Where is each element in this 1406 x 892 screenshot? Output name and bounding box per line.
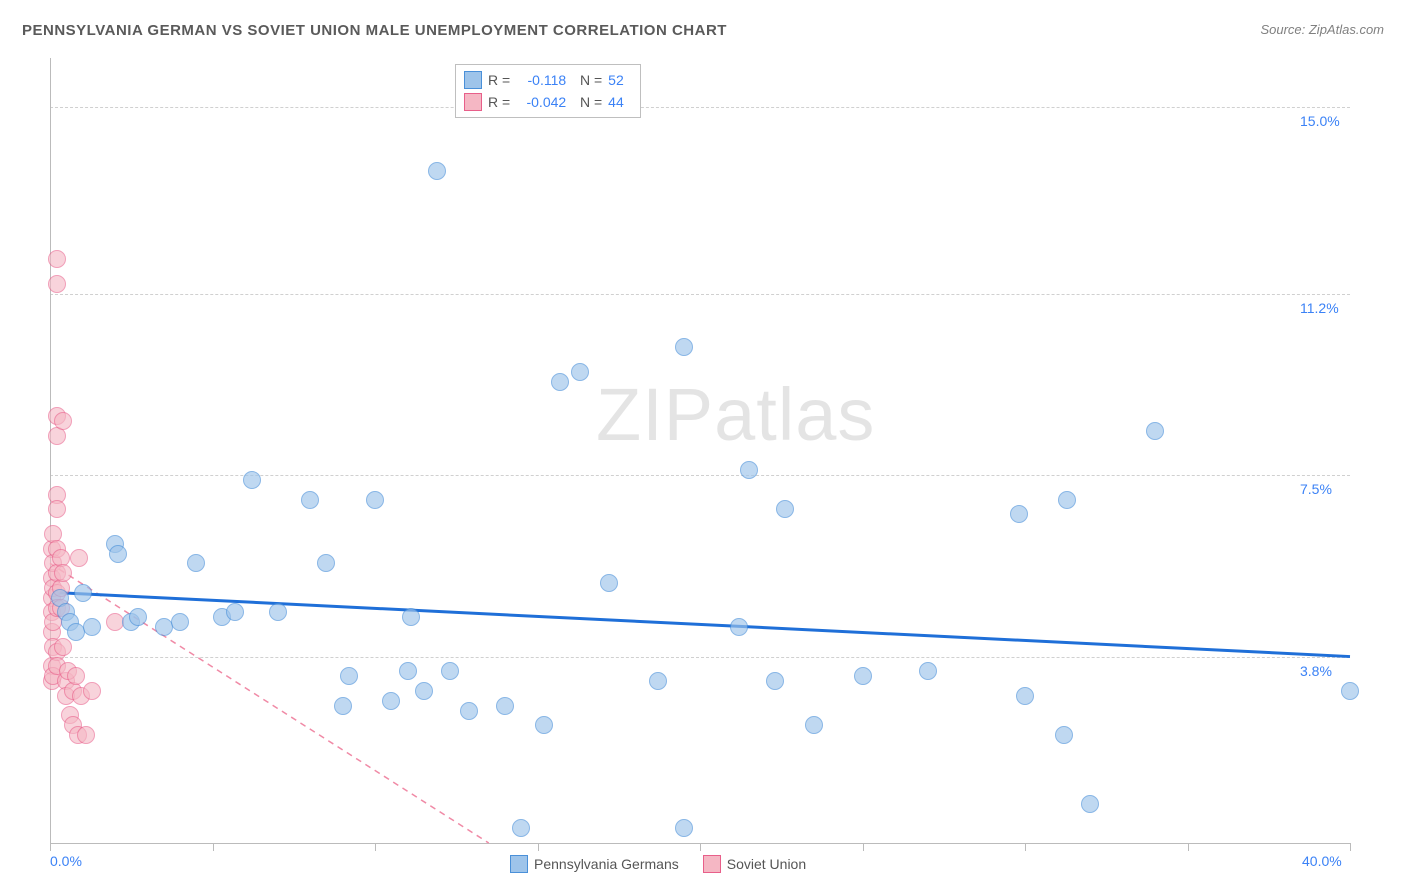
x-tick [1188, 843, 1189, 851]
scatter-point-blue [1010, 505, 1028, 523]
scatter-point-blue [301, 491, 319, 509]
n-label: N = [572, 69, 602, 91]
scatter-point-blue [415, 682, 433, 700]
scatter-point-blue [805, 716, 823, 734]
scatter-point-blue [766, 672, 784, 690]
scatter-point-blue [1058, 491, 1076, 509]
n-label: N = [572, 91, 602, 113]
scatter-point-blue [1146, 422, 1164, 440]
scatter-point-blue [919, 662, 937, 680]
stats-row-blue: R = -0.118 N = 52 [464, 69, 632, 91]
scatter-point-pink [67, 667, 85, 685]
scatter-point-pink [70, 549, 88, 567]
x-tick [50, 843, 51, 851]
x-tick-label: 40.0% [1302, 853, 1342, 869]
stats-row-pink: R = -0.042 N = 44 [464, 91, 632, 113]
r-value-pink: -0.042 [516, 91, 566, 113]
scatter-point-pink [48, 250, 66, 268]
scatter-point-pink [48, 275, 66, 293]
y-tick-label: 15.0% [1300, 113, 1340, 129]
scatter-point-blue [441, 662, 459, 680]
x-tick [213, 843, 214, 851]
scatter-point-blue [171, 613, 189, 631]
n-value-blue: 52 [608, 69, 632, 91]
scatter-point-blue [129, 608, 147, 626]
correlation-stats-box: R = -0.118 N = 52 R = -0.042 N = 44 [455, 64, 641, 118]
scatter-point-blue [776, 500, 794, 518]
trend-line-pink [50, 563, 489, 843]
scatter-point-blue [571, 363, 589, 381]
trend-lines [50, 58, 1350, 843]
swatch-pink [703, 855, 721, 873]
x-tick [375, 843, 376, 851]
scatter-point-blue [109, 545, 127, 563]
scatter-point-blue [340, 667, 358, 685]
scatter-point-blue [317, 554, 335, 572]
scatter-point-pink [48, 500, 66, 518]
scatter-point-blue [460, 702, 478, 720]
legend-item-pink: Soviet Union [703, 855, 806, 873]
scatter-point-blue [399, 662, 417, 680]
swatch-pink [464, 93, 482, 111]
bottom-legend: Pennsylvania Germans Soviet Union [510, 855, 806, 873]
x-tick [1350, 843, 1351, 851]
scatter-point-blue [334, 697, 352, 715]
scatter-point-blue [600, 574, 618, 592]
n-value-pink: 44 [608, 91, 632, 113]
scatter-point-blue [269, 603, 287, 621]
scatter-point-blue [512, 819, 530, 837]
swatch-blue [510, 855, 528, 873]
scatter-point-blue [1081, 795, 1099, 813]
scatter-point-blue [187, 554, 205, 572]
scatter-point-blue [740, 461, 758, 479]
r-label: R = [488, 91, 510, 113]
scatter-point-pink [54, 564, 72, 582]
scatter-point-blue [496, 697, 514, 715]
y-tick-label: 11.2% [1300, 300, 1339, 316]
scatter-point-blue [551, 373, 569, 391]
scatter-point-blue [854, 667, 872, 685]
r-value-blue: -0.118 [516, 69, 566, 91]
scatter-point-blue [1341, 682, 1359, 700]
scatter-point-blue [428, 162, 446, 180]
chart-title: PENNSYLVANIA GERMAN VS SOVIET UNION MALE… [22, 22, 727, 39]
scatter-point-blue [535, 716, 553, 734]
scatter-point-blue [74, 584, 92, 602]
x-tick-label: 0.0% [50, 853, 82, 869]
scatter-point-blue [382, 692, 400, 710]
legend-label-pink: Soviet Union [727, 856, 806, 872]
trend-line-blue [60, 593, 1350, 657]
scatter-point-blue [675, 338, 693, 356]
x-tick [1025, 843, 1026, 851]
scatter-point-blue [243, 471, 261, 489]
scatter-point-blue [83, 618, 101, 636]
legend-label-blue: Pennsylvania Germans [534, 856, 679, 872]
scatter-point-pink [54, 412, 72, 430]
scatter-point-blue [1055, 726, 1073, 744]
scatter-point-blue [675, 819, 693, 837]
x-tick [700, 843, 701, 851]
r-label: R = [488, 69, 510, 91]
x-tick [863, 843, 864, 851]
scatter-point-pink [54, 638, 72, 656]
scatter-point-blue [730, 618, 748, 636]
legend-item-blue: Pennsylvania Germans [510, 855, 679, 873]
source-attribution: Source: ZipAtlas.com [1260, 22, 1384, 37]
x-tick [538, 843, 539, 851]
swatch-blue [464, 71, 482, 89]
scatter-point-blue [226, 603, 244, 621]
scatter-point-blue [649, 672, 667, 690]
scatter-point-pink [77, 726, 95, 744]
plot-area [50, 58, 1350, 843]
scatter-point-blue [402, 608, 420, 626]
y-tick-label: 7.5% [1300, 481, 1332, 497]
scatter-point-blue [366, 491, 384, 509]
scatter-point-blue [1016, 687, 1034, 705]
scatter-point-pink [83, 682, 101, 700]
y-tick-label: 3.8% [1300, 663, 1332, 679]
